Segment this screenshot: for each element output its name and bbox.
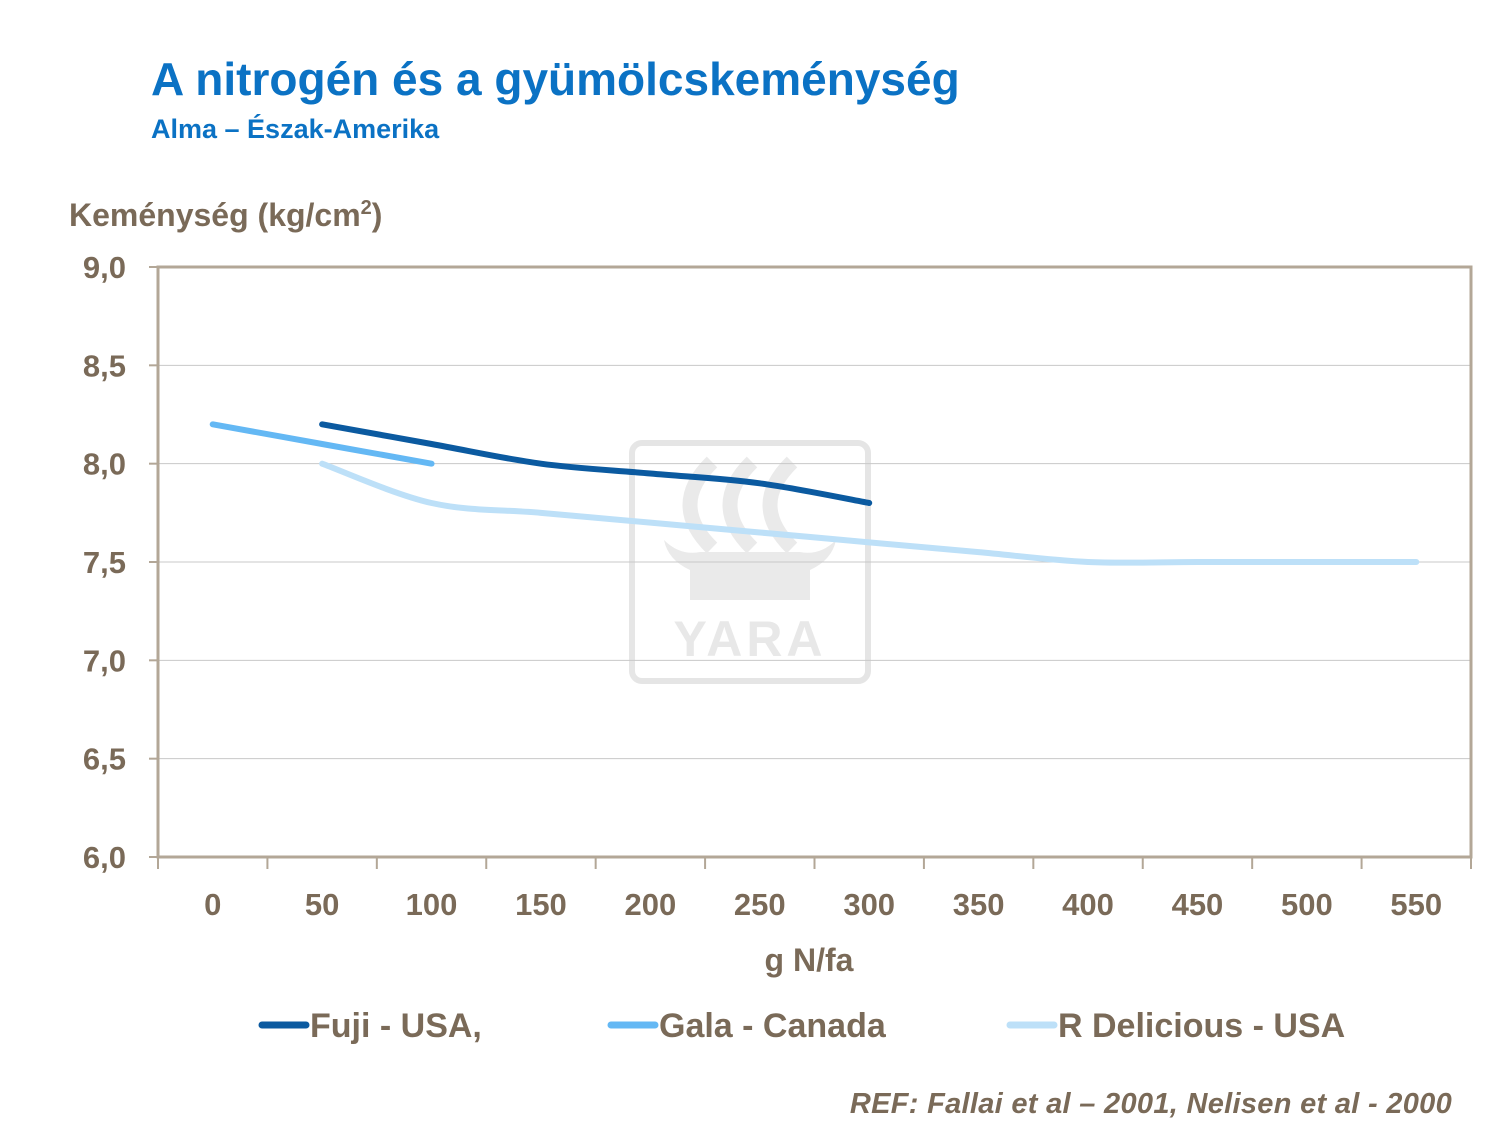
legend-label-gala-canada: Gala - Canada [659,1007,887,1045]
x-tick-label-550: 550 [1390,887,1442,922]
watermark-wave-2 [722,456,758,554]
y-axis-label: Keménység (kg/cm2) [69,198,382,231]
y-tick-label: 8,0 [83,447,126,482]
y-tick-label: 8,5 [83,348,126,383]
x-tick-label-200: 200 [625,887,677,922]
x-axis: 0 50 100 150 200 250 300 350 400 450 500 550 [157,857,1472,922]
x-tick-label-350: 350 [953,887,1005,922]
x-tick-label-0: 0 [204,887,221,922]
chart-subtitle: Alma – Észak-Amerika [151,114,440,144]
y-tick-label: 9,0 [83,250,126,285]
x-axis-label: g N/fa [765,942,854,978]
y-axis-label-main: Keménység (kg/cm [69,197,361,233]
x-tick-label-300: 300 [843,887,895,922]
series-line-r-delicious-usa [319,460,1420,566]
y-axis-label-end: ) [371,197,383,233]
y-tick-label: 6,0 [83,840,126,875]
watermark-boat [664,540,836,600]
chart-title: A nitrogén és a gyümölcskeménység [151,53,960,105]
y-tick-label: 7,5 [83,545,126,580]
x-tick-label-250: 250 [734,887,786,922]
series-line-fuji-usa [319,421,873,506]
y-tick-label: 6,5 [83,742,126,777]
legend-label-r-delicious-usa: R Delicious - USA [1058,1007,1345,1045]
y-axis-label-superscript: 2 [360,197,372,219]
reference-text: REF: Fallai et al – 2001, Nelisen et al … [849,1088,1452,1120]
watermark-text: YARA [673,611,826,667]
x-tick-label-150: 150 [515,887,567,922]
x-tick-label-400: 400 [1062,887,1114,922]
x-tick-label-50: 50 [305,887,339,922]
y-axis: 6,0 6,5 7,0 7,5 8,0 8,5 9,0 [83,250,158,875]
legend: Fuji - USA, Gala - Canada R Delicious - US… [258,1007,1345,1045]
legend-label-fuji-usa: Fuji - USA, [310,1007,482,1045]
watermark-wave-3 [762,456,798,554]
y-tick-label: 7,0 [83,643,126,678]
x-tick-label-450: 450 [1172,887,1224,922]
series-line-gala-canada [209,421,435,467]
x-tick-label-100: 100 [406,887,458,922]
series-lines [209,421,1420,566]
watermark-wave-1 [682,456,718,554]
x-tick-label-500: 500 [1281,887,1333,922]
